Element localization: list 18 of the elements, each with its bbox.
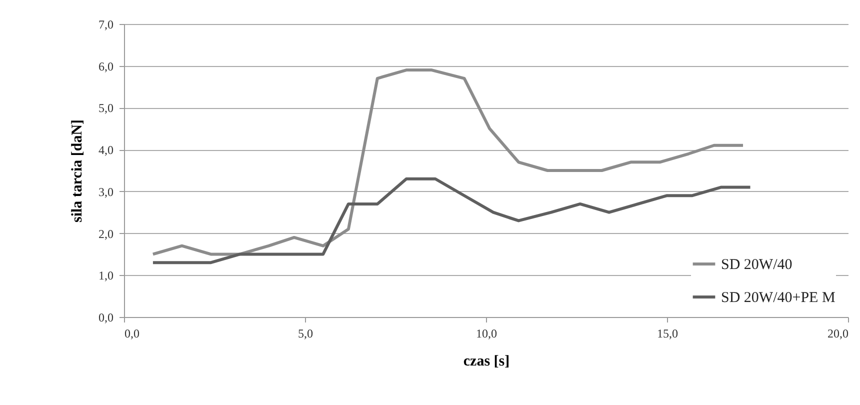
x-tick-label: 5,0 [298,326,313,340]
y-tick-label: 6,0 [98,59,114,74]
y-tick-label: 5,0 [98,101,114,116]
y-tick-label: 1,0 [98,268,114,283]
x-axis-title: czas [s] [463,354,510,370]
y-tick-label: 7,0 [98,18,114,32]
y-tick-label: 2,0 [98,226,114,241]
y-tick-label: 4,0 [98,143,114,158]
y-tick-label: 0,0 [98,310,114,324]
x-tick-label: 0,0 [124,326,140,340]
line-series [151,68,745,256]
x-tick-label: 10,0 [476,326,497,340]
x-tick-label: 20,0 [828,326,848,340]
y-tick-label: 3,0 [98,184,114,199]
x-tick-label: 15,0 [657,326,678,340]
legend-label: SD 20W/40+PE M [721,290,836,306]
y-axis-title: sila tarcia [daN] [70,119,86,223]
legend-label: SD 20W/40 [721,257,792,273]
